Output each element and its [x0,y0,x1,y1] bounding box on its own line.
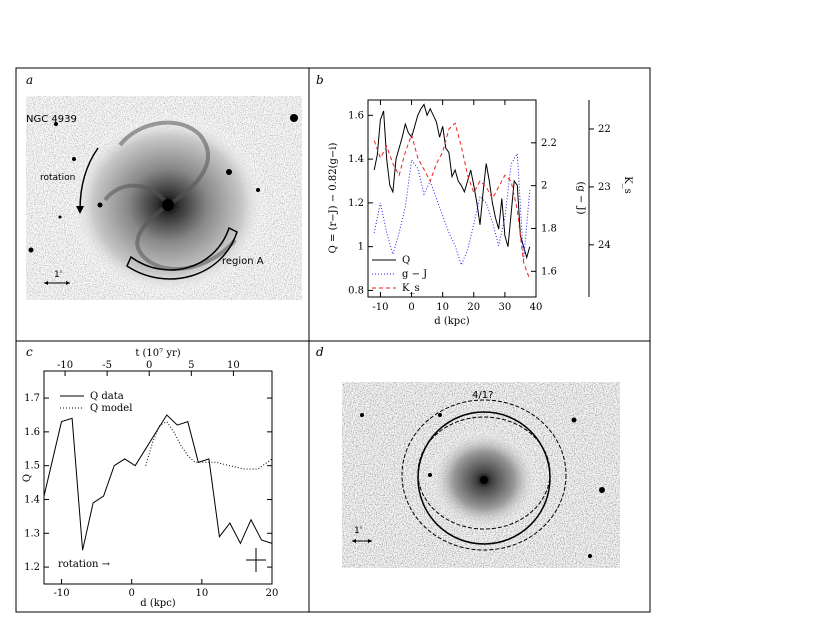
legend-label-ks: K_s [402,283,420,294]
panel-c-toptick-label: -10 [57,360,73,371]
panel-a-label: a [26,73,33,87]
galaxy-core-a [162,199,174,211]
panel-b-series-line [373,122,531,280]
panel-a: a NGC 4939 rotation region A 1' [26,73,302,300]
panel-c: c -10 0 10 20 1.2 1.3 1.4 1.5 1.6 1.7 -10 -5 0 5 10 t … [22,345,278,609]
panel-b-ytick-right2-label: 24 [598,240,611,251]
panel-c-ytick-label: 1.7 [24,393,40,404]
panel-c-xtick-label: 10 [195,588,208,599]
panel-c-rotation-label: rotation → [58,559,111,570]
panel-d: d 4/1? 1' [316,345,620,568]
panel-c-ticks: -10 0 10 20 1.2 1.3 1.4 1.5 1.6 1.7 -10 -5 0 5 10 [24,360,278,599]
legend-label-gj: g − J [402,269,427,280]
panel-c-top-label: t (10⁷ yr) [135,348,180,359]
panel-b-series-line [373,151,531,267]
panel-b-series-line [373,103,531,260]
scale-bar-a-left-head [44,281,48,285]
panel-c-legend: Q data Q model [60,391,132,414]
panel-b-xtick-label: 0 [408,302,414,313]
panel-c-xtick-label: 20 [266,588,279,599]
panel-b: b -10 0 10 20 30 40 0.8 1 1.2 1.4 1.6 1.6 1.8 2 2.2 22 2… [316,73,633,327]
panel-b-series [373,103,531,280]
legend-label-qmodel: Q model [90,403,132,414]
panel-c-toptick-label: 0 [146,360,152,371]
panel-b-xtick-label: 10 [436,302,449,313]
panel-b-xtick-label: 40 [530,302,543,313]
panel-c-ytick-label: 1.2 [24,562,40,573]
panel-b-axes-box [367,99,537,298]
panel-b-ytick-right2-label: 23 [598,182,611,193]
scale-bar-a-right-head [66,281,70,285]
panel-c-toptick-label: 5 [188,360,194,371]
panel-b-xtick-label: 20 [467,302,480,313]
panel-b-legend: Q g − J K_s [372,255,427,294]
panel-b-ytick-left-label: 1 [358,242,364,253]
resonance-label: 4/1? [472,390,493,401]
panel-b-ylabel-right2: K_s [622,176,633,194]
region-a-label: region A [222,256,264,267]
panel-b-ytick-right1-label: 1.8 [541,223,557,234]
panel-b-ylabel-right1: (g − J) [575,182,586,215]
scale-bar-d-left-head [352,539,356,543]
panel-c-ytick-label: 1.6 [24,427,40,438]
panel-b-ticks: -10 0 10 20 30 40 0.8 1 1.2 1.4 1.6 1.6 1.8 2 2.2 22 23 2… [348,100,611,313]
galaxy-core-d [480,476,488,484]
panel-b-ytick-left-label: 1.4 [348,154,364,165]
rotation-arrowhead-a [76,206,84,214]
panel-b-ytick-right1-label: 2.2 [541,138,557,149]
figure-frame [15,67,651,613]
scale-label-d: 1' [354,526,362,536]
panel-c-label: c [26,345,33,359]
galaxy-name-label: NGC 4939 [26,114,77,125]
panel-c-ytick-label: 1.5 [24,461,40,472]
panel-c-ytick-label: 1.3 [24,528,40,539]
panel-b-xtick-label: -10 [372,302,388,313]
panel-b-ytick-right1-label: 2 [541,181,547,192]
panel-d-label: d [316,345,324,359]
panel-c-ytick-label: 1.4 [24,494,40,505]
rotation-label-a: rotation [40,173,75,183]
scale-label-a: 1' [54,270,62,280]
corotation-circle [417,411,551,545]
field-stars-d [360,413,605,558]
panel-b-ylabel-left: Q = (r−J) − 0.82(g−i) [328,143,339,254]
panel-c-axes-box [43,370,273,585]
panel-b-ytick-left-label: 1.2 [348,198,364,209]
panel-c-toptick-label: 10 [227,360,240,371]
panel-c-xlabel: d (kpc) [140,598,176,609]
panel-b-ytick-right2-label: 22 [598,124,611,135]
panel-b-label: b [316,73,324,87]
panel-c-xtick-label: -10 [53,588,69,599]
legend-label-q: Q [402,255,410,266]
panel-b-xtick-label: 30 [499,302,512,313]
scale-bar-d-right-head [368,539,372,543]
region-a-outline [126,226,238,280]
panel-b-ytick-left-label: 0.8 [348,285,364,296]
spiral-arms-a [103,120,237,271]
panel-b-ytick-right1-label: 1.6 [541,266,557,277]
panel-c-series-line [145,421,273,470]
panel-c-xtick-label: 0 [129,588,135,599]
legend-label-qdata: Q data [90,391,124,402]
error-bar-cross [246,548,266,572]
panel-b-xlabel: d (kpc) [434,316,470,327]
panel-c-series-line [43,414,273,551]
field-stars-a [28,114,298,253]
panel-c-toptick-label: -5 [102,360,112,371]
resonance-circle-outer [401,399,567,551]
panel-b-ytick-left-label: 1.6 [348,110,364,121]
rotation-arrow-a [79,147,99,211]
panel-c-series [43,414,273,551]
panel-c-ylabel: Q [22,474,33,482]
